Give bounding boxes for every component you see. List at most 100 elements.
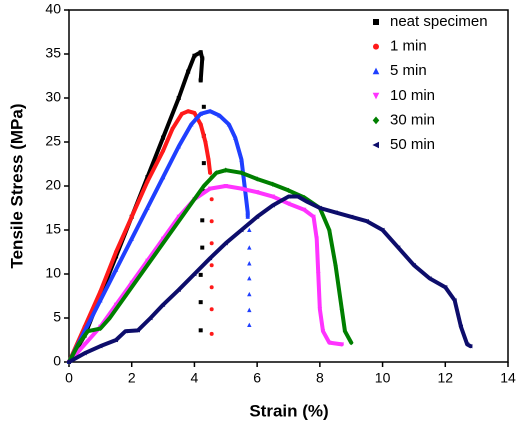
data-point bbox=[192, 110, 197, 115]
data-point bbox=[239, 227, 244, 233]
data-point bbox=[339, 306, 345, 312]
data-point bbox=[311, 214, 316, 220]
data-point bbox=[327, 340, 332, 346]
x-tick-label: 6 bbox=[253, 370, 261, 386]
legend-marker bbox=[373, 19, 379, 25]
data-point bbox=[317, 205, 322, 211]
data-point bbox=[201, 104, 206, 109]
data-point bbox=[247, 245, 252, 250]
data-point bbox=[226, 122, 232, 127]
series-line bbox=[67, 168, 354, 364]
data-point bbox=[286, 187, 291, 193]
data-point bbox=[427, 276, 432, 281]
data-point bbox=[82, 351, 87, 356]
data-point bbox=[209, 241, 214, 246]
y-tick-label: 25 bbox=[45, 133, 61, 149]
data-point bbox=[452, 298, 457, 303]
data-point bbox=[66, 359, 71, 365]
data-point bbox=[295, 194, 300, 199]
x-tick-label: 4 bbox=[191, 370, 199, 386]
data-point bbox=[286, 194, 291, 199]
data-point bbox=[145, 205, 150, 210]
data-point bbox=[223, 241, 228, 246]
data-point bbox=[82, 324, 87, 329]
data-point bbox=[98, 325, 103, 332]
legend-marker bbox=[372, 141, 379, 149]
data-point bbox=[123, 293, 128, 299]
data-point bbox=[82, 342, 87, 347]
data-point bbox=[198, 111, 203, 116]
data-point bbox=[192, 53, 197, 58]
data-point bbox=[304, 199, 310, 205]
legend-label: 30 min bbox=[390, 111, 435, 128]
data-point bbox=[458, 324, 463, 329]
data-point bbox=[467, 343, 473, 349]
data-point bbox=[145, 179, 150, 184]
data-point bbox=[76, 341, 81, 347]
data-point bbox=[380, 227, 385, 233]
plot-frame bbox=[68, 9, 509, 363]
y-axis-title: Tensile Stress (MPa) bbox=[7, 103, 26, 268]
data-point bbox=[170, 126, 175, 131]
data-point bbox=[200, 56, 205, 61]
data-point bbox=[107, 315, 112, 321]
data-point bbox=[113, 302, 119, 308]
data-point bbox=[201, 161, 206, 166]
data-point bbox=[185, 205, 191, 211]
data-point bbox=[223, 184, 228, 189]
data-point bbox=[327, 227, 332, 233]
data-point bbox=[200, 218, 205, 223]
data-point bbox=[85, 328, 91, 334]
data-point bbox=[161, 135, 166, 140]
data-point bbox=[201, 183, 207, 189]
data-point bbox=[98, 289, 103, 294]
x-tick-label: 2 bbox=[128, 370, 136, 386]
data-point bbox=[247, 227, 252, 232]
data-point bbox=[254, 190, 260, 195]
y-tick-label: 0 bbox=[53, 353, 61, 369]
y-tick-label: 40 bbox=[45, 1, 61, 17]
data-point bbox=[198, 78, 203, 83]
data-point bbox=[135, 328, 140, 333]
data-point bbox=[270, 194, 276, 199]
data-point bbox=[113, 267, 119, 272]
data-point bbox=[176, 144, 181, 149]
data-point bbox=[217, 113, 222, 118]
data-point bbox=[411, 263, 416, 268]
data-point bbox=[245, 214, 250, 219]
data-point bbox=[209, 197, 214, 202]
data-point bbox=[138, 271, 144, 277]
data-point bbox=[176, 287, 181, 293]
data-point bbox=[247, 291, 252, 297]
data-point bbox=[207, 108, 213, 114]
data-point bbox=[270, 203, 275, 208]
x-tick-label: 0 bbox=[65, 370, 73, 386]
data-point bbox=[198, 272, 203, 277]
data-point bbox=[464, 342, 470, 347]
data-point bbox=[206, 157, 211, 162]
data-point bbox=[333, 210, 338, 215]
x-tick-label: 12 bbox=[437, 370, 453, 386]
data-point bbox=[314, 236, 319, 242]
data-point bbox=[129, 280, 134, 286]
legend-marker bbox=[373, 43, 379, 50]
data-point bbox=[207, 255, 213, 261]
data-point bbox=[161, 148, 166, 153]
data-point bbox=[154, 249, 159, 255]
data-point bbox=[247, 307, 252, 313]
data-point bbox=[239, 186, 244, 192]
data-point bbox=[208, 170, 213, 175]
y-tick-label: 20 bbox=[45, 177, 61, 193]
x-axis-title: Strain (%) bbox=[249, 401, 328, 420]
y-tick-label: 10 bbox=[45, 265, 61, 281]
legend-label: 10 min bbox=[390, 87, 435, 104]
data-point bbox=[209, 285, 214, 290]
data-point bbox=[186, 109, 191, 114]
data-point bbox=[179, 111, 184, 116]
legend-label: 5 min bbox=[390, 62, 427, 79]
data-point bbox=[209, 219, 214, 224]
data-point bbox=[189, 122, 194, 127]
x-tick-label: 8 bbox=[316, 370, 324, 386]
data-point bbox=[145, 258, 150, 264]
